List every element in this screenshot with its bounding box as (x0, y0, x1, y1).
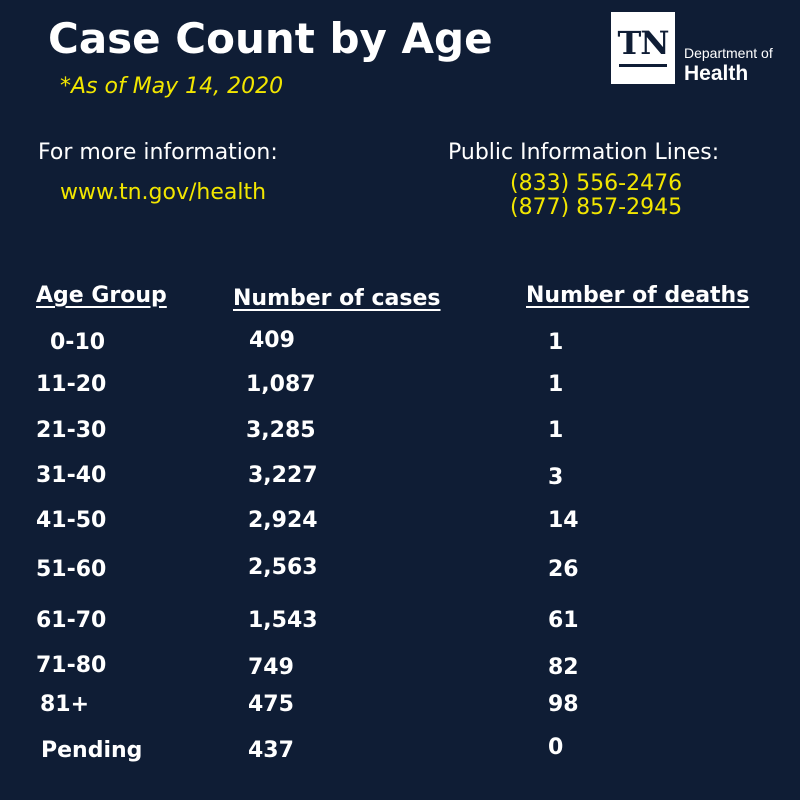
cases-cell: 409 (249, 328, 295, 353)
deaths-cell: 1 (548, 418, 564, 443)
column-header-deaths: Number of deaths (526, 283, 750, 308)
age-cell: 0-10 (50, 330, 106, 355)
age-cell: Pending (41, 738, 143, 763)
more-info-label: For more information: (38, 140, 278, 165)
age-cell: 11-20 (36, 372, 107, 397)
age-cell: 61-70 (36, 608, 107, 633)
logo-health: Health (684, 62, 749, 85)
cases-cell: 749 (248, 655, 294, 680)
deaths-cell: 26 (548, 557, 579, 582)
cases-cell: 2,563 (248, 555, 318, 580)
deaths-cell: 1 (548, 372, 564, 397)
cases-cell: 1,087 (246, 372, 316, 397)
deaths-cell: 3 (548, 465, 564, 490)
deaths-cell: 0 (548, 735, 564, 760)
deaths-cell: 98 (548, 692, 579, 717)
age-cell: 41-50 (36, 508, 107, 533)
age-cell: 71-80 (36, 653, 107, 678)
cases-cell: 2,924 (248, 508, 318, 533)
logo-initials: TN (617, 24, 669, 62)
tn-health-logo: TN Department of Health (611, 12, 773, 85)
column-header-cases: Number of cases (233, 286, 441, 311)
logo-underline (619, 64, 667, 67)
age-cell: 81+ (40, 692, 90, 717)
page-title: Case Count by Age (48, 14, 493, 63)
age-cell: 31-40 (36, 463, 107, 488)
cases-cell: 1,543 (248, 608, 318, 633)
phone-number-2[interactable]: (877) 857-2945 (510, 195, 683, 220)
cases-cell: 3,227 (248, 463, 318, 488)
as-of-date: *As of May 14, 2020 (60, 74, 284, 99)
phone-number-1[interactable]: (833) 556-2476 (510, 171, 683, 196)
deaths-cell: 61 (548, 608, 579, 633)
deaths-cell: 82 (548, 655, 579, 680)
cases-cell: 437 (248, 738, 294, 763)
age-cell: 21-30 (36, 418, 107, 443)
logo-department: Department of (684, 45, 773, 61)
age-cell: 51-60 (36, 557, 107, 582)
deaths-cell: 14 (548, 508, 579, 533)
tn-logo-icon: TN (611, 12, 675, 84)
cases-cell: 475 (248, 692, 294, 717)
public-info-lines-label: Public Information Lines: (448, 140, 720, 165)
column-header-age-group: Age Group (36, 283, 167, 308)
more-info-link[interactable]: www.tn.gov/health (60, 180, 267, 205)
cases-cell: 3,285 (246, 418, 316, 443)
deaths-cell: 1 (548, 330, 564, 355)
